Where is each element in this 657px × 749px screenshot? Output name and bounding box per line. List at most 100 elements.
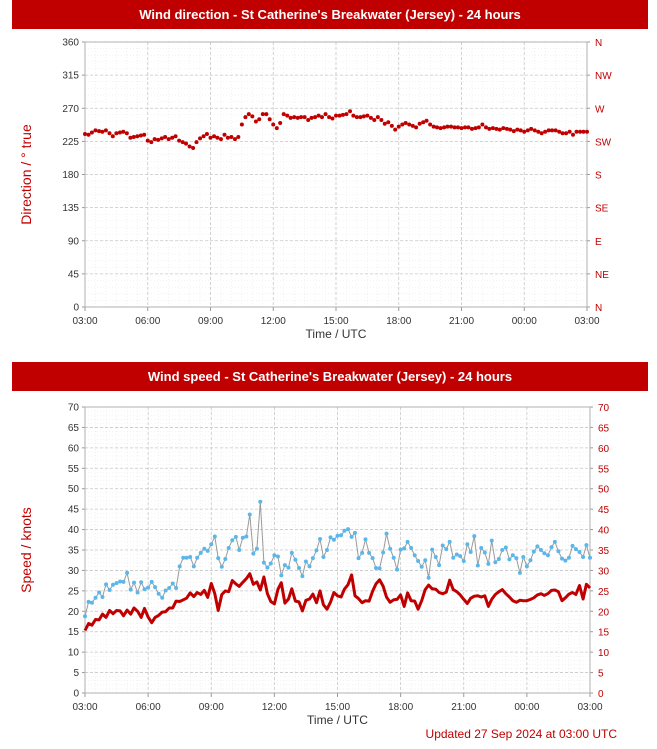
y-tick-label-right: 70 [598,403,610,414]
y-tick-label: 0 [73,689,79,700]
direction-point [208,135,213,140]
y-tick-label: 55 [68,464,80,475]
gust-point [489,538,494,543]
gust-point [93,595,98,600]
gust-point [223,556,228,561]
direction-point [511,129,516,134]
gust-point [409,545,414,550]
direction-point [145,138,150,143]
direction-point [100,129,105,134]
direction-point [504,126,509,131]
gust-point [416,559,421,564]
gust-point [461,559,466,564]
gust-point [216,556,221,561]
direction-point [431,124,436,129]
y-tick-label: 50 [68,484,80,495]
x-tick-label: 03:00 [72,316,97,327]
direction-point [455,125,460,130]
gust-point [261,560,266,565]
direction-point [138,133,143,138]
direction-point [536,129,541,134]
gust-point [110,582,115,587]
direction-point [274,126,279,131]
direction-point [529,126,534,131]
direction-point [574,129,579,134]
direction-point [497,127,502,132]
gust-point [104,582,109,587]
plot-frame [84,41,588,308]
direction-point [539,131,544,136]
direction-point [354,115,359,120]
direction-point [264,112,269,117]
direction-point [225,135,230,140]
direction-point [522,129,527,134]
gust-point [254,546,259,551]
direction-point [386,120,391,125]
direction-point [368,115,373,120]
y-tick-label-right: 30 [598,566,610,577]
speed-chart-title: Wind speed - St Catherine's Breakwater (… [12,362,648,391]
direction-point [553,128,558,133]
direction-point [121,129,126,134]
direction-point [337,113,342,118]
direction-point [177,138,182,143]
direction-point [313,115,318,120]
gust-point [528,558,533,563]
y-tick-label: 315 [62,71,79,82]
y-tick-label: 180 [62,170,79,181]
direction-point [218,137,223,142]
gust-point [153,585,158,590]
gust-point [156,591,161,596]
direction-point [421,120,426,125]
gust-point [170,581,175,586]
gust-point [356,556,361,561]
direction-point [473,126,478,131]
direction-point [525,128,530,133]
direction-point [469,126,474,131]
direction-point [316,113,321,118]
direction-point [267,117,272,122]
x-tick-label: 00:00 [512,316,537,327]
y-tick-label-right: NE [595,270,609,281]
gust-point [581,554,586,559]
gust-point [342,528,347,533]
gust-point [538,548,543,552]
gust-point [205,548,210,553]
gust-point [118,579,123,584]
gust-point [296,565,301,570]
direction-point [403,120,408,125]
direction-point [452,125,457,130]
direction-point [198,136,203,141]
gust-point [107,588,112,593]
gust-point [542,551,547,556]
direction-point [344,112,349,117]
direction-point [257,117,262,122]
direction-point [170,135,175,140]
gust-point [335,533,340,538]
direction-point [407,122,412,127]
gust-point [125,570,130,575]
y-tick-label: 65 [68,423,80,434]
gust-point [268,561,273,566]
gust-point [237,548,242,552]
y-tick-label-right: 40 [598,526,610,537]
y-tick-label-right: 55 [598,464,610,475]
direction-point [570,132,575,137]
direction-point [490,126,495,131]
direction-point [319,115,324,120]
gust-point [83,614,87,619]
gust-point [465,542,470,547]
gust-point [318,536,323,541]
direction-point [424,118,429,123]
gust-point [531,549,536,554]
gust-point [549,545,554,550]
direction-point [417,121,422,126]
gust-point [570,543,575,548]
gust-point [121,579,126,584]
y-tick-label-right: 0 [598,689,604,700]
direction-point [543,129,548,134]
gust-point [493,560,498,565]
direction-point [438,126,443,131]
direction-point [365,113,370,118]
direction-point [173,134,178,139]
